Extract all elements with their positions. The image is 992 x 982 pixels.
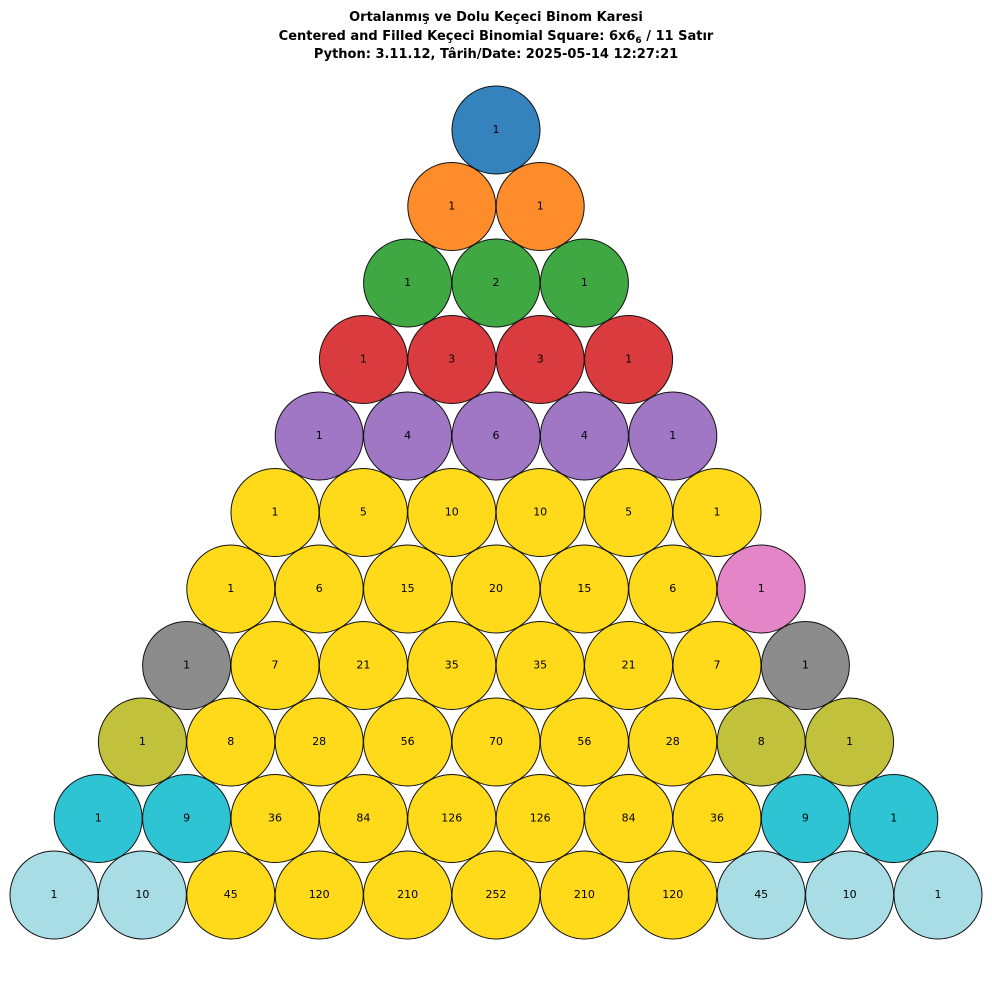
cell-value: 9 (183, 812, 190, 825)
cell-value: 1 (139, 735, 146, 748)
cell-value: 1 (537, 200, 544, 213)
cell-value: 1 (51, 888, 58, 901)
cell-value: 5 (360, 506, 367, 519)
cell-value: 126 (530, 812, 551, 825)
cell-value: 10 (445, 506, 459, 519)
cell-value: 1 (316, 429, 323, 442)
cell-value: 1 (581, 276, 588, 289)
cell-circle (539, 238, 629, 328)
cell-value: 36 (268, 812, 282, 825)
cell-value: 210 (397, 888, 418, 901)
cell-value: 210 (574, 888, 595, 901)
cell-circle (451, 85, 541, 175)
cell-value: 6 (493, 429, 500, 442)
cell-value: 1 (625, 353, 632, 366)
cell-value: 120 (662, 888, 683, 901)
cell-value: 45 (754, 888, 768, 901)
cell-value: 35 (533, 659, 547, 672)
cell-value: 45 (224, 888, 238, 901)
cell-value: 1 (404, 276, 411, 289)
cell-circle (760, 621, 850, 710)
triangle: 11 11 2 11 3 3 11 4 6 4 11 5 10 10 5 11 6 15 20 15 6 11 7 21 35 3… (9, 85, 983, 940)
cell-value: 10 (843, 888, 857, 901)
cell-value: 1 (227, 582, 234, 595)
cell-value: 7 (272, 659, 279, 672)
cell-value: 21 (356, 659, 370, 672)
cell-value: 1 (714, 506, 721, 519)
title-main: Centered and Filled Keçeci Binomial Squa… (279, 29, 636, 44)
cell-value: 1 (272, 506, 279, 519)
cell-circle (628, 391, 718, 481)
cell-value: 252 (486, 888, 507, 901)
cell-value: 120 (309, 888, 330, 901)
cell-value: 1 (935, 888, 942, 901)
cell-value: 84 (356, 812, 370, 825)
cell-circle (849, 774, 939, 863)
cell-value: 1 (758, 582, 765, 595)
cell-value: 4 (404, 429, 411, 442)
cell-value: 1 (802, 659, 809, 672)
cell-value: 1 (846, 735, 853, 748)
cell-value: 4 (581, 429, 588, 442)
cell-value: 2 (493, 276, 500, 289)
cell-value: 15 (401, 582, 415, 595)
title-line-2: Centered and Filled Keçeci Binomial Squa… (279, 29, 714, 46)
cell-value: 1 (493, 123, 500, 136)
cell-value: 10 (135, 888, 149, 901)
cell-value: 28 (666, 735, 680, 748)
cell-value: 6 (316, 582, 323, 595)
cell-value: 10 (533, 506, 547, 519)
cell-value: 1 (360, 353, 367, 366)
cell-value: 20 (489, 582, 503, 595)
cell-value: 15 (577, 582, 591, 595)
title-subscript: 6 (635, 36, 641, 46)
cell-value: 21 (622, 659, 636, 672)
cell-circle (495, 162, 585, 251)
cell-value: 84 (622, 812, 636, 825)
title-rest: / 11 Satır (642, 29, 714, 44)
cell-circle (893, 850, 983, 940)
cell-value: 9 (802, 812, 809, 825)
cell-value: 1 (183, 659, 190, 672)
cell-value: 5 (625, 506, 632, 519)
cell-value: 35 (445, 659, 459, 672)
cell-value: 36 (710, 812, 724, 825)
cell-value: 3 (537, 353, 544, 366)
cell-value: 7 (714, 659, 721, 672)
cell-value: 1 (890, 812, 897, 825)
cell-value: 70 (489, 735, 503, 748)
cell-value: 1 (448, 200, 455, 213)
cell-circle (805, 697, 895, 787)
cell-circle (672, 468, 762, 557)
cell-value: 1 (95, 812, 102, 825)
title-line-3: Python: 3.11.12, Târih/Date: 2025-05-14 … (314, 47, 678, 62)
title-line-1: Ortalanmış ve Dolu Keçeci Binom Karesi (349, 10, 643, 25)
cell-value: 56 (401, 735, 415, 748)
cell-circle (584, 315, 674, 404)
cell-value: 126 (441, 812, 462, 825)
cell-value: 1 (669, 429, 676, 442)
cell-value: 8 (227, 735, 234, 748)
cell-value: 6 (669, 582, 676, 595)
cell-value: 3 (448, 353, 455, 366)
cell-value: 8 (758, 735, 765, 748)
cell-value: 56 (577, 735, 591, 748)
cell-circle (716, 544, 806, 634)
cell-value: 28 (312, 735, 326, 748)
